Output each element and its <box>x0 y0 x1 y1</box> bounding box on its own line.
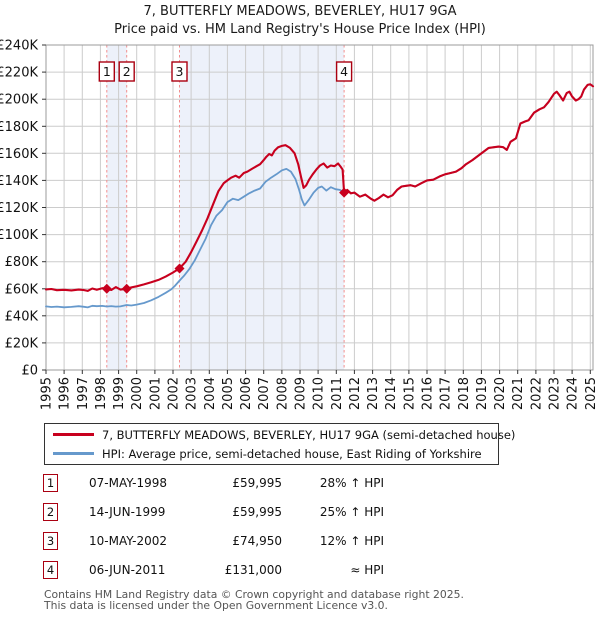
svg-text:1995: 1995 <box>40 377 55 410</box>
svg-text:£220K: £220K <box>0 66 38 81</box>
transaction-price: £59,995 <box>232 476 282 490</box>
transaction-date: 06-JUN-2011 <box>89 563 166 577</box>
svg-text:£80K: £80K <box>5 255 39 270</box>
table-row: 2 14-JUN-1999 £59,995 25% ↑ HPI <box>43 502 384 522</box>
transaction-number-badge: 2 <box>43 503 58 521</box>
svg-text:2015: 2015 <box>402 377 417 410</box>
table-row: 4 06-JUN-2011 £131,000 ≈ HPI <box>43 560 384 580</box>
table-row: 1 07-MAY-1998 £59,995 28% ↑ HPI <box>43 473 384 493</box>
transaction-dashed-lines <box>106 45 345 370</box>
svg-text:1999: 1999 <box>112 377 127 410</box>
licence-text: This data is licensed under the Open Gov… <box>44 599 388 612</box>
svg-text:1: 1 <box>103 64 111 79</box>
svg-text:2016: 2016 <box>421 377 436 410</box>
svg-text:2013: 2013 <box>366 377 381 410</box>
legend-entry-hpi: HPI: Average price, semi-detached house,… <box>45 447 498 461</box>
legend-label-price: 7, BUTTERFLY MEADOWS, BEVERLEY, HU17 9GA… <box>102 427 516 442</box>
svg-text:2024: 2024 <box>566 377 581 410</box>
x-axis-labels: 1995 1996 1997 1998 1999 2000 2001 2002 2003 2004… <box>40 377 599 410</box>
svg-text:2012: 2012 <box>348 377 363 410</box>
svg-text:£100K: £100K <box>0 228 38 243</box>
svg-text:2007: 2007 <box>257 377 272 410</box>
svg-text:£120K: £120K <box>0 201 38 216</box>
svg-text:2000: 2000 <box>130 377 145 410</box>
svg-text:£20K: £20K <box>5 336 39 351</box>
page-subtitle: Price paid vs. HM Land Registry's House … <box>114 22 486 37</box>
transaction-number-badge: 3 <box>43 532 58 550</box>
transaction-price: £74,950 <box>232 534 282 548</box>
svg-text:2001: 2001 <box>148 377 163 410</box>
transaction-hpi-delta: 12% ↑ HPI <box>319 534 384 548</box>
svg-text:2010: 2010 <box>312 377 327 410</box>
svg-text:2008: 2008 <box>275 377 290 410</box>
svg-text:1996: 1996 <box>58 377 73 410</box>
axis-ticks <box>42 44 591 374</box>
gridlines <box>45 44 593 371</box>
svg-text:£60K: £60K <box>5 282 39 297</box>
transaction-number-badge: 1 <box>43 474 58 492</box>
price-line <box>44 83 595 292</box>
transaction-hpi-delta: ≈ HPI <box>350 563 384 577</box>
svg-text:£40K: £40K <box>5 309 39 324</box>
svg-text:2022: 2022 <box>529 377 544 410</box>
svg-text:2020: 2020 <box>493 377 508 410</box>
price-history-chart: 1 2 3 4£240K£220K£200K£180K£160K£140K£120K£… <box>0 39 599 411</box>
transaction-date: 07-MAY-1998 <box>89 476 168 490</box>
svg-text:2004: 2004 <box>203 377 218 410</box>
svg-text:2014: 2014 <box>384 377 399 410</box>
svg-text:2003: 2003 <box>185 377 200 410</box>
svg-text:2023: 2023 <box>548 377 563 410</box>
svg-text:£180K: £180K <box>0 120 38 135</box>
svg-text:2005: 2005 <box>221 377 236 410</box>
svg-text:£200K: £200K <box>0 93 38 108</box>
svg-text:2025: 2025 <box>584 377 599 410</box>
svg-text:1997: 1997 <box>76 377 91 410</box>
y-axis-labels: £240K £220K £200K £180K £160K £140K £120K £100K… <box>0 39 38 379</box>
transaction-date: 14-JUN-1999 <box>89 505 166 519</box>
transaction-hpi-delta: 28% ↑ HPI <box>319 476 384 490</box>
transaction-price: £131,000 <box>224 563 282 577</box>
transaction-date: 10-MAY-2002 <box>89 534 168 548</box>
legend-entry-price: 7, BUTTERFLY MEADOWS, BEVERLEY, HU17 9GA… <box>45 428 515 442</box>
copyright-text: Contains HM Land Registry data © Crown c… <box>44 588 464 601</box>
svg-text:£140K: £140K <box>0 174 38 189</box>
legend-label-hpi: HPI: Average price, semi-detached house,… <box>102 446 482 461</box>
svg-text:2017: 2017 <box>439 377 454 410</box>
transaction-hpi-delta: 25% ↑ HPI <box>319 505 384 519</box>
svg-text:£160K: £160K <box>0 147 38 162</box>
svg-text:£240K: £240K <box>0 39 38 54</box>
svg-text:£0: £0 <box>21 364 38 379</box>
transaction-price: £59,995 <box>232 505 282 519</box>
svg-text:2002: 2002 <box>167 377 182 410</box>
table-row: 3 10-MAY-2002 £74,950 12% ↑ HPI <box>43 531 384 551</box>
svg-text:2011: 2011 <box>330 377 345 410</box>
svg-text:2019: 2019 <box>475 377 490 410</box>
svg-text:2006: 2006 <box>239 377 254 410</box>
hpi-line-swatch <box>53 452 94 455</box>
svg-text:2018: 2018 <box>457 377 472 410</box>
svg-text:2009: 2009 <box>294 377 309 410</box>
svg-text:3: 3 <box>176 64 184 79</box>
page-title: 7, BUTTERFLY MEADOWS, BEVERLEY, HU17 9GA <box>143 4 457 19</box>
transaction-number-badge: 4 <box>43 561 58 579</box>
svg-text:4: 4 <box>340 64 348 79</box>
chart-legend: 7, BUTTERFLY MEADOWS, BEVERLEY, HU17 9GA… <box>44 423 515 465</box>
svg-text:1998: 1998 <box>94 377 109 410</box>
svg-text:2: 2 <box>123 64 131 79</box>
price-line-swatch <box>53 433 94 436</box>
svg-text:2021: 2021 <box>511 377 526 410</box>
sale-point-markers <box>101 187 350 294</box>
